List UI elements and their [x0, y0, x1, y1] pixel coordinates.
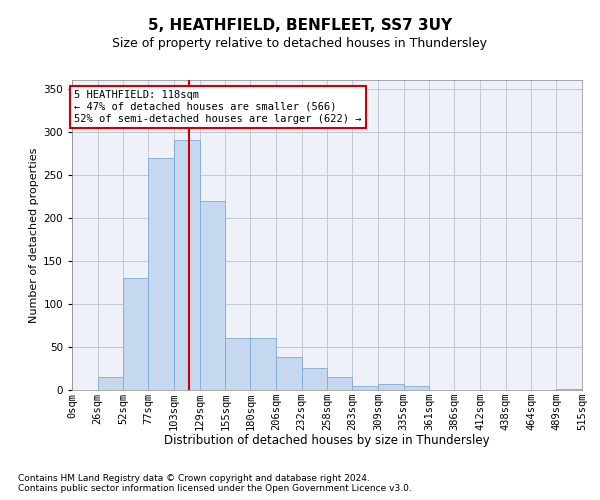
Bar	[302, 368, 328, 390]
Bar	[378, 384, 404, 390]
Bar	[148, 158, 174, 390]
Bar	[98, 377, 124, 390]
Text: Contains HM Land Registry data © Crown copyright and database right 2024.: Contains HM Land Registry data © Crown c…	[18, 474, 370, 483]
Bar	[276, 358, 302, 390]
X-axis label: Distribution of detached houses by size in Thundersley: Distribution of detached houses by size …	[164, 434, 490, 448]
Bar	[404, 386, 430, 390]
Bar	[556, 389, 582, 390]
Y-axis label: Number of detached properties: Number of detached properties	[29, 148, 39, 322]
Bar	[250, 338, 276, 390]
Bar	[200, 200, 226, 390]
Text: Contains public sector information licensed under the Open Government Licence v3: Contains public sector information licen…	[18, 484, 412, 493]
Text: 5 HEATHFIELD: 118sqm
← 47% of detached houses are smaller (566)
52% of semi-deta: 5 HEATHFIELD: 118sqm ← 47% of detached h…	[74, 90, 361, 124]
Text: Size of property relative to detached houses in Thundersley: Size of property relative to detached ho…	[113, 38, 487, 51]
Bar	[174, 140, 200, 390]
Bar	[352, 386, 378, 390]
Bar	[328, 377, 352, 390]
Text: 5, HEATHFIELD, BENFLEET, SS7 3UY: 5, HEATHFIELD, BENFLEET, SS7 3UY	[148, 18, 452, 32]
Bar	[226, 338, 250, 390]
Bar	[124, 278, 148, 390]
